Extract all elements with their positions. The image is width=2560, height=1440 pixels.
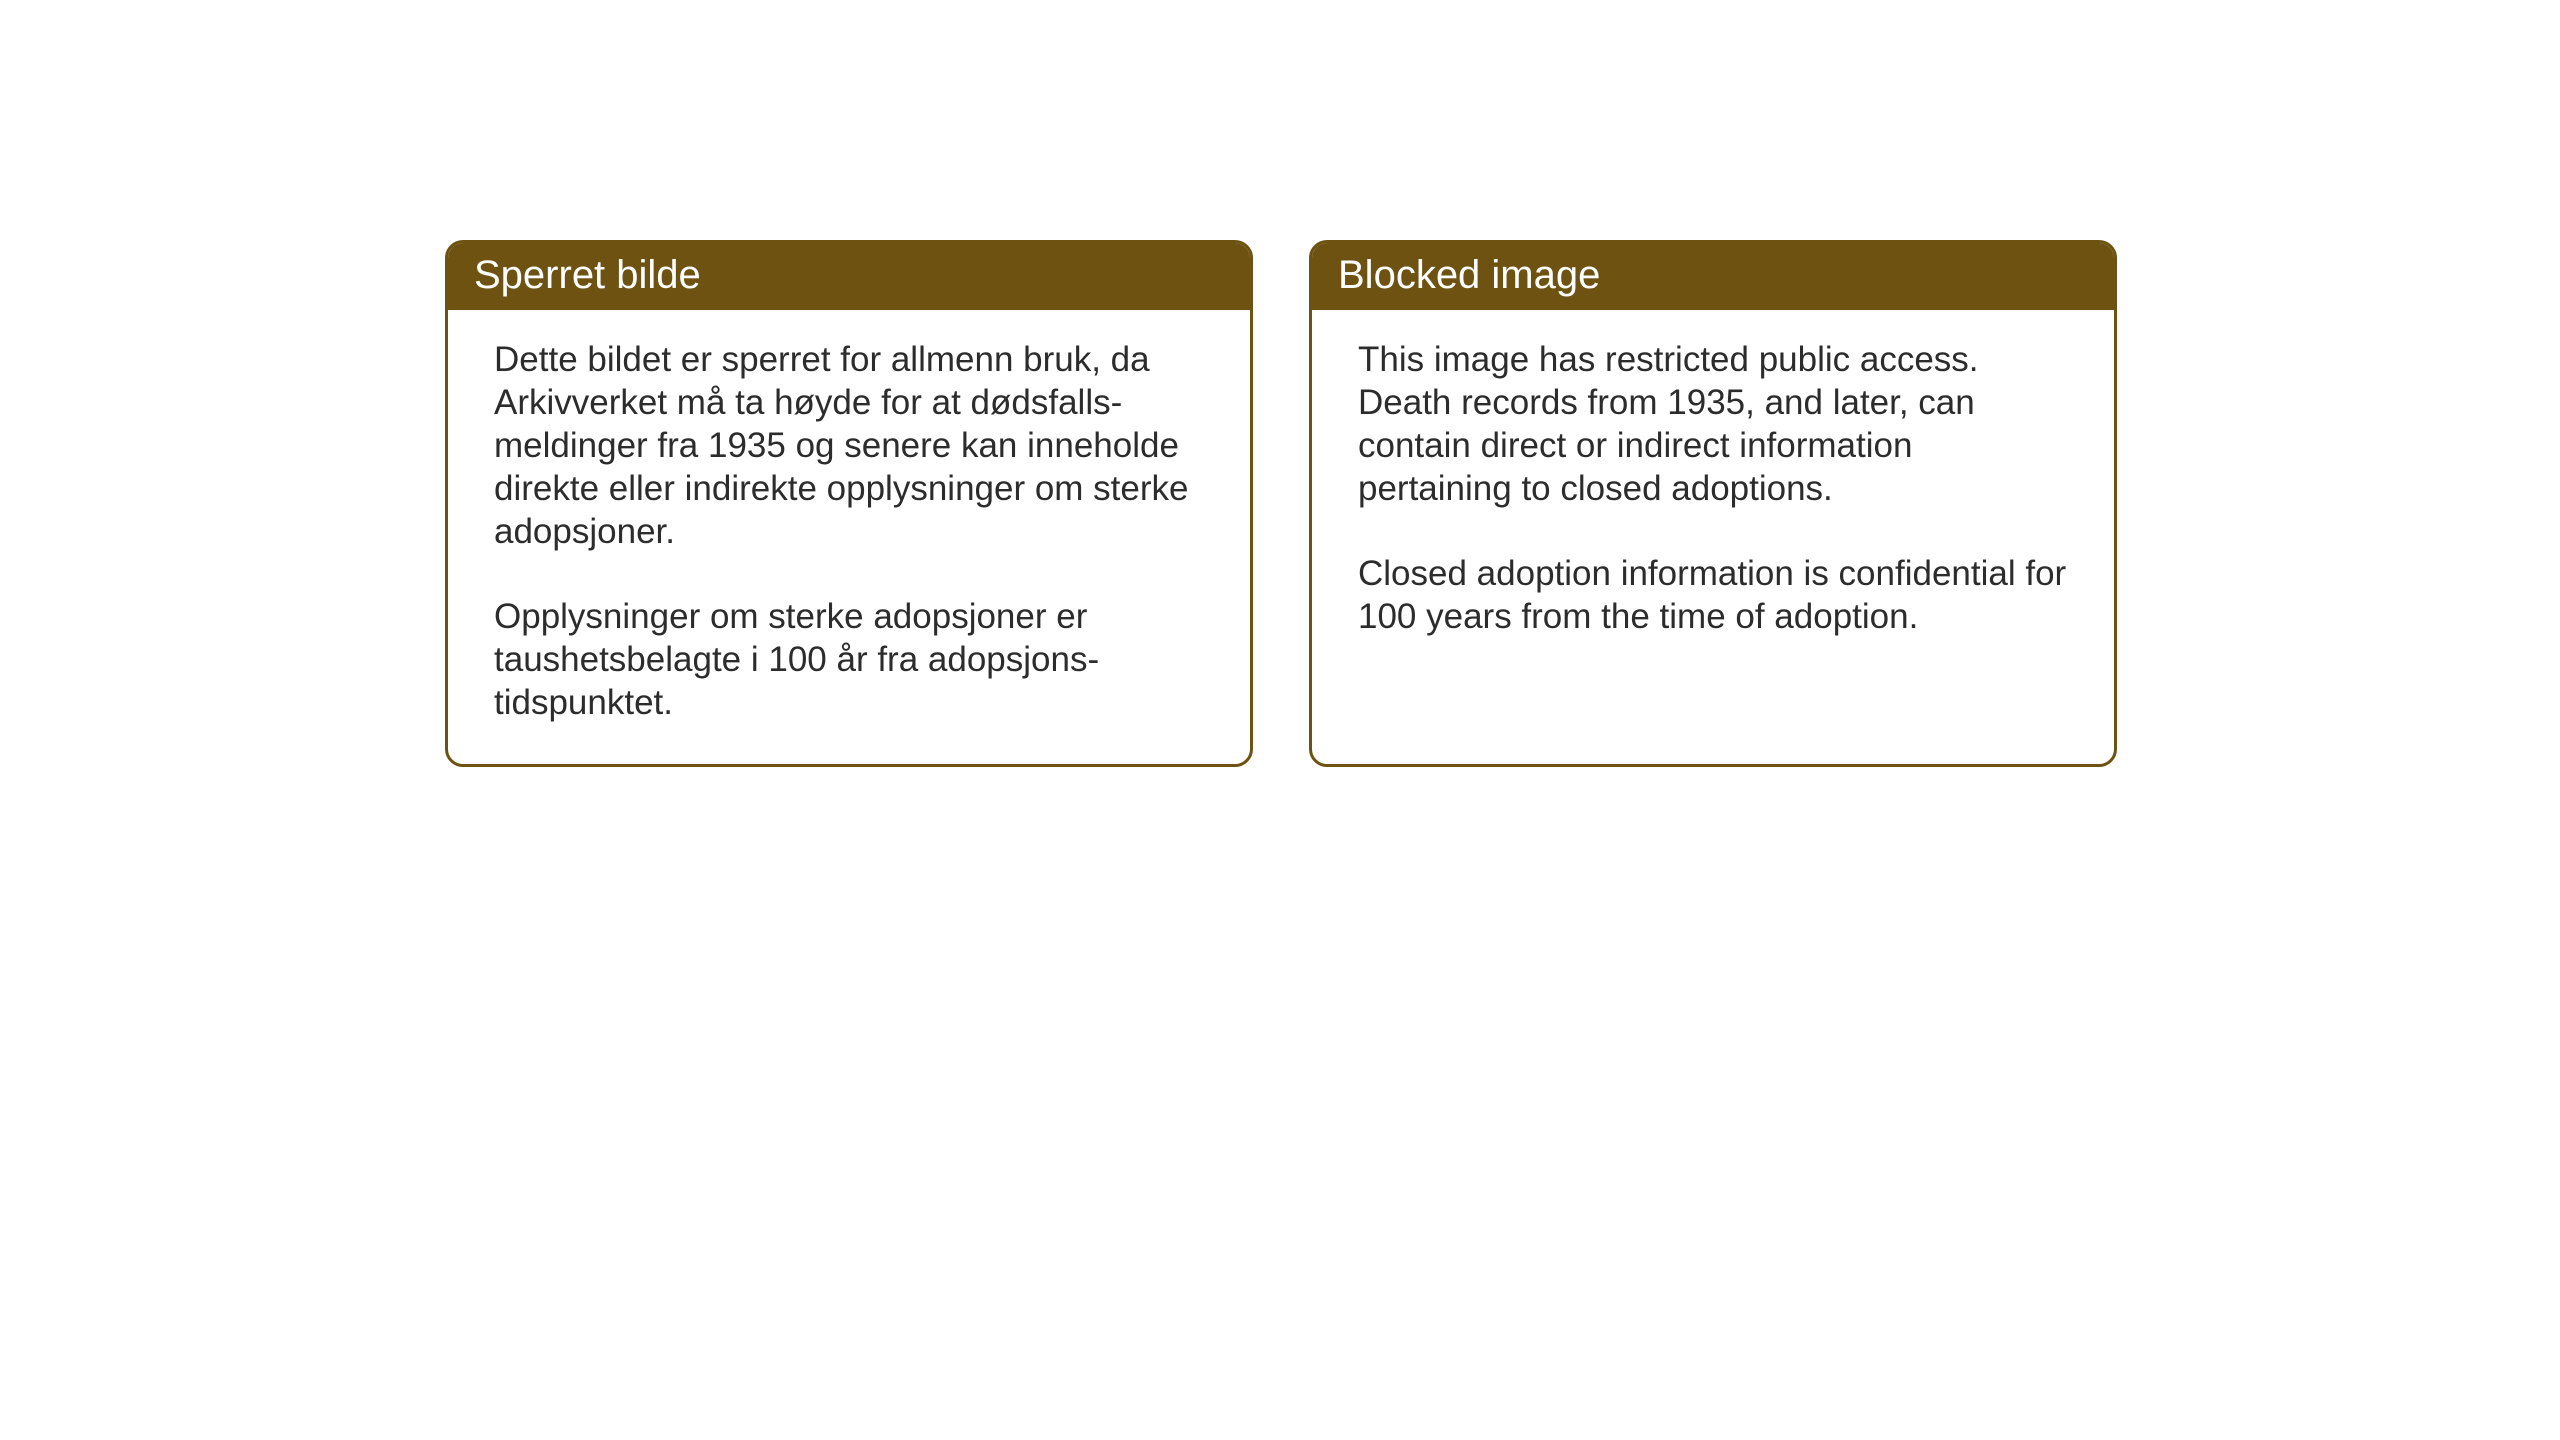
paragraph-english-2: Closed adoption information is confident…	[1358, 552, 2068, 638]
paragraph-english-1: This image has restricted public access.…	[1358, 338, 2068, 510]
message-cards-container: Sperret bilde Dette bildet er sperret fo…	[445, 240, 2117, 767]
card-header-english: Blocked image	[1312, 243, 2114, 310]
card-title-norwegian: Sperret bilde	[474, 253, 701, 297]
blocked-image-card-norwegian: Sperret bilde Dette bildet er sperret fo…	[445, 240, 1253, 767]
card-body-norwegian: Dette bildet er sperret for allmenn bruk…	[448, 310, 1250, 764]
card-body-english: This image has restricted public access.…	[1312, 310, 2114, 678]
paragraph-norwegian-1: Dette bildet er sperret for allmenn bruk…	[494, 338, 1204, 553]
paragraph-norwegian-2: Opplysninger om sterke adopsjoner er tau…	[494, 595, 1204, 724]
card-header-norwegian: Sperret bilde	[448, 243, 1250, 310]
blocked-image-card-english: Blocked image This image has restricted …	[1309, 240, 2117, 767]
card-title-english: Blocked image	[1338, 253, 1600, 297]
